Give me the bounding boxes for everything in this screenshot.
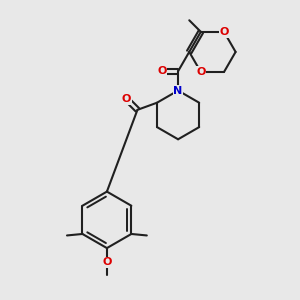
Text: O: O (196, 67, 206, 77)
Text: O: O (102, 257, 112, 267)
Text: O: O (219, 27, 229, 37)
Text: N: N (173, 85, 183, 95)
Text: O: O (157, 66, 167, 76)
Text: O: O (122, 94, 131, 104)
